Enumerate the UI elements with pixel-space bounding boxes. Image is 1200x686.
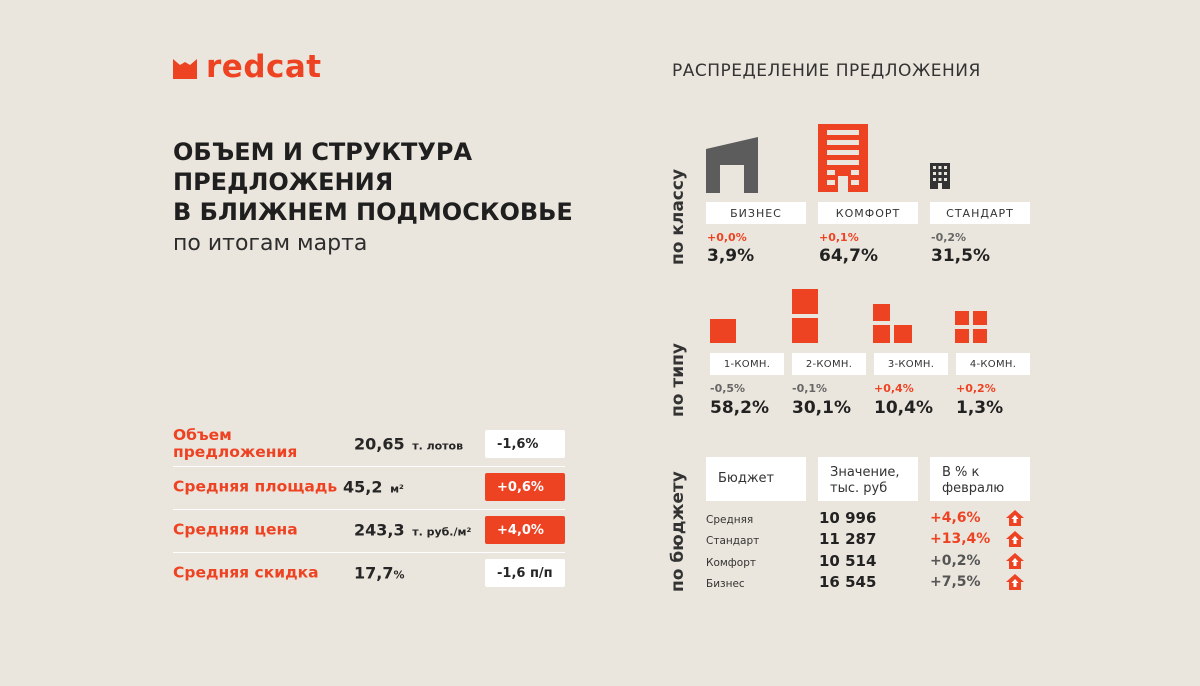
type-label: 3-КОМН.	[874, 353, 948, 375]
section-label-class: по классу	[668, 168, 688, 265]
divider	[173, 552, 565, 553]
metric-label: Средняя цена	[173, 520, 298, 539]
page-subtitle: по итогам марта	[173, 231, 368, 256]
four-room-icon	[955, 311, 987, 343]
type-change: -0,5%	[710, 382, 746, 395]
metric-label: Объем предложения	[173, 426, 298, 461]
class-change: +0,1%	[819, 231, 859, 244]
business-building-icon	[706, 137, 758, 193]
metric-row: Средняя скидка 17,7% -1,6 п/п	[173, 553, 565, 593]
budget-header: В % к февралю	[930, 457, 1030, 501]
budget-row-label: Комфорт	[706, 557, 756, 569]
type-share: 1,3%	[956, 398, 1004, 418]
class-label: БИЗНЕС	[706, 202, 806, 224]
budget-row-value: 16 545	[819, 573, 877, 591]
distribution-title: РАСПРЕДЕЛЕНИЕ ПРЕДЛОЖЕНИЯ	[672, 61, 981, 81]
budget-header: Значение, тыс. руб	[818, 457, 918, 501]
metric-row: Средняя площадь 45,2 м² +0,6%	[173, 467, 565, 507]
class-change: +0,0%	[707, 231, 747, 244]
divider	[173, 466, 565, 467]
section-label-type: по типу	[668, 343, 688, 417]
house-up-icon	[1006, 553, 1024, 569]
redcat-logo-icon	[173, 58, 197, 79]
metric-value: 20,65 т. лотов	[354, 434, 464, 454]
budget-row-value: 10 514	[819, 552, 877, 570]
type-change: +0,2%	[956, 382, 996, 395]
type-label: 1-КОМН.	[710, 353, 784, 375]
type-label: 2-КОМН.	[792, 353, 866, 375]
type-share: 30,1%	[792, 398, 851, 418]
budget-row-change: +7,5%	[930, 574, 981, 590]
type-change: +0,4%	[874, 382, 914, 395]
budget-row-change: +4,6%	[930, 510, 981, 526]
house-up-icon	[1006, 510, 1024, 526]
metric-row: Средняя цена 243,3 т. руб./м² +4,0%	[173, 510, 565, 550]
type-change: -0,1%	[792, 382, 828, 395]
house-up-icon	[1006, 574, 1024, 590]
metric-change-badge: -1,6 п/п	[485, 559, 565, 587]
metric-change-badge: +4,0%	[485, 516, 565, 544]
comfort-building-icon	[818, 124, 868, 192]
class-label: КОМФОРТ	[818, 202, 918, 224]
budget-row-label: Стандарт	[706, 535, 760, 547]
metric-value: 17,7%	[354, 563, 405, 583]
class-change: -0,2%	[931, 231, 967, 244]
class-share: 3,9%	[707, 246, 755, 266]
metric-change-badge: +0,6%	[485, 473, 565, 501]
section-label-budget: по бюджету	[668, 471, 688, 592]
budget-row-value: 11 287	[819, 530, 877, 548]
type-share: 10,4%	[874, 398, 933, 418]
budget-row-label: Бизнес	[706, 578, 745, 590]
logo-text: redcat	[206, 49, 322, 85]
divider	[173, 509, 565, 510]
standard-building-icon	[930, 163, 950, 189]
metric-row: Объем предложения 20,65 т. лотов -1,6%	[173, 424, 565, 464]
class-share: 31,5%	[931, 246, 990, 266]
type-share: 58,2%	[710, 398, 769, 418]
class-label: СТАНДАРТ	[930, 202, 1030, 224]
budget-row-label: Средняя	[706, 514, 754, 526]
one-room-icon	[710, 319, 736, 343]
logo: redcat	[172, 52, 322, 83]
budget-row-change: +13,4%	[930, 531, 991, 547]
type-label: 4-КОМН.	[956, 353, 1030, 375]
budget-row-change: +0,2%	[930, 553, 981, 569]
class-share: 64,7%	[819, 246, 878, 266]
metric-value: 45,2 м²	[343, 477, 404, 497]
budget-header: Бюджет	[706, 457, 806, 501]
title-line-3: В БЛИЖНЕМ ПОДМОСКОВЬЕ	[173, 198, 573, 226]
metric-change-badge: -1,6%	[485, 430, 565, 458]
title-line-1: ОБЪЕМ И СТРУКТУРА	[173, 138, 473, 166]
metric-label: Средняя скидка	[173, 563, 319, 582]
three-room-icon	[873, 304, 912, 343]
house-up-icon	[1006, 531, 1024, 547]
metric-value: 243,3 т. руб./м²	[354, 520, 472, 540]
page-title: ОБЪЕМ И СТРУКТУРА ПРЕДЛОЖЕНИЯ В БЛИЖНЕМ …	[173, 137, 613, 259]
title-line-2: ПРЕДЛОЖЕНИЯ	[173, 168, 394, 196]
metric-label: Средняя площадь	[173, 477, 338, 496]
two-room-icon	[792, 289, 818, 343]
budget-row-value: 10 996	[819, 509, 877, 527]
